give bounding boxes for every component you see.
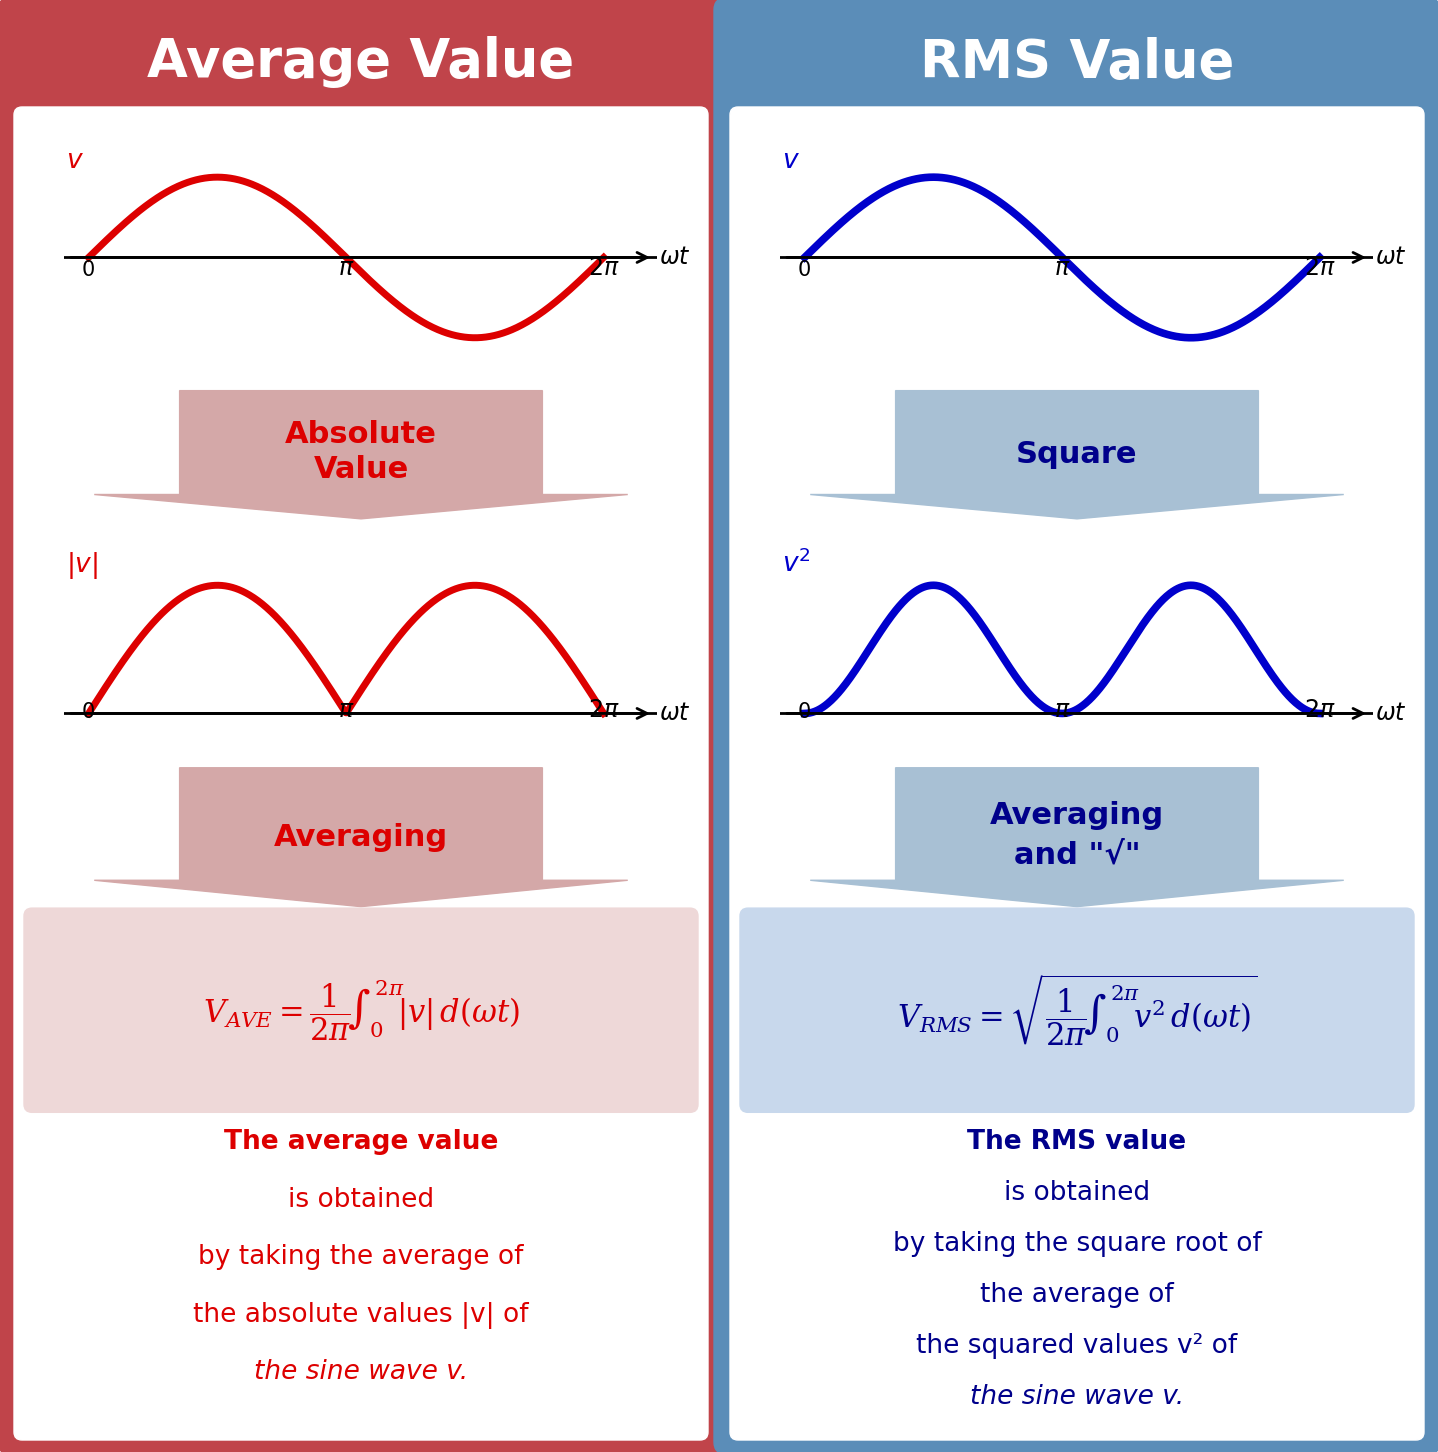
Text: $v^2$: $v^2$	[782, 550, 811, 578]
Text: $|v|$: $|v|$	[66, 550, 98, 581]
Text: the average of: the average of	[981, 1282, 1173, 1308]
Text: $\omega t$: $\omega t$	[659, 245, 690, 270]
Text: Value: Value	[313, 454, 408, 484]
FancyBboxPatch shape	[14, 107, 707, 1440]
Text: $2\pi$: $2\pi$	[588, 256, 620, 280]
Text: $\omega t$: $\omega t$	[659, 701, 690, 726]
Text: 0: 0	[82, 260, 95, 280]
Text: $\omega t$: $\omega t$	[1375, 245, 1406, 270]
FancyBboxPatch shape	[741, 908, 1414, 1112]
Polygon shape	[95, 768, 628, 906]
Text: 0: 0	[798, 260, 811, 280]
Text: Averaging: Averaging	[273, 823, 449, 852]
Text: by taking the average of: by taking the average of	[198, 1244, 523, 1270]
Text: the absolute values |v| of: the absolute values |v| of	[193, 1301, 529, 1329]
Text: 0: 0	[82, 701, 95, 722]
Text: $V_{AVE} = \dfrac{1}{2\pi}\!\int_0^{2\pi}\!|v|\,d(\omega t)$: $V_{AVE} = \dfrac{1}{2\pi}\!\int_0^{2\pi…	[203, 977, 519, 1043]
Polygon shape	[95, 391, 628, 518]
Text: Average Value: Average Value	[148, 36, 575, 89]
Text: $v$: $v$	[66, 148, 83, 174]
Text: 0: 0	[798, 701, 811, 722]
Text: $v$: $v$	[782, 148, 800, 174]
Text: $\omega t$: $\omega t$	[1375, 701, 1406, 726]
Text: is obtained: is obtained	[1004, 1180, 1150, 1207]
Text: by taking the square root of: by taking the square root of	[893, 1231, 1261, 1257]
Text: and "√": and "√"	[1014, 841, 1140, 870]
FancyBboxPatch shape	[0, 0, 723, 1452]
Text: Square: Square	[1017, 440, 1137, 469]
Text: The RMS value: The RMS value	[968, 1130, 1186, 1156]
Text: is obtained: is obtained	[288, 1186, 434, 1212]
FancyBboxPatch shape	[715, 0, 1438, 1452]
Text: $\pi$: $\pi$	[1054, 256, 1070, 280]
FancyBboxPatch shape	[731, 107, 1424, 1440]
Text: $\pi$: $\pi$	[338, 697, 354, 722]
Polygon shape	[810, 768, 1343, 906]
Text: the sine wave v.: the sine wave v.	[971, 1384, 1183, 1410]
Text: The average value: The average value	[224, 1130, 498, 1156]
Text: the squared values v² of: the squared values v² of	[916, 1333, 1238, 1359]
Text: $2\pi$: $2\pi$	[588, 697, 620, 722]
FancyBboxPatch shape	[24, 908, 697, 1112]
Text: $2\pi$: $2\pi$	[1304, 256, 1336, 280]
Text: Averaging: Averaging	[989, 800, 1165, 829]
Text: RMS Value: RMS Value	[920, 36, 1234, 89]
Text: $\pi$: $\pi$	[338, 256, 354, 280]
Text: $2\pi$: $2\pi$	[1304, 697, 1336, 722]
Text: the sine wave v.: the sine wave v.	[255, 1359, 467, 1385]
Text: Absolute: Absolute	[285, 420, 437, 449]
Polygon shape	[810, 391, 1343, 518]
Text: $V_{RMS} = \sqrt{\dfrac{1}{2\pi}\!\int_0^{2\pi}\!v^2\,d(\omega t)}$: $V_{RMS} = \sqrt{\dfrac{1}{2\pi}\!\int_0…	[897, 973, 1257, 1048]
Text: $\pi$: $\pi$	[1054, 697, 1070, 722]
